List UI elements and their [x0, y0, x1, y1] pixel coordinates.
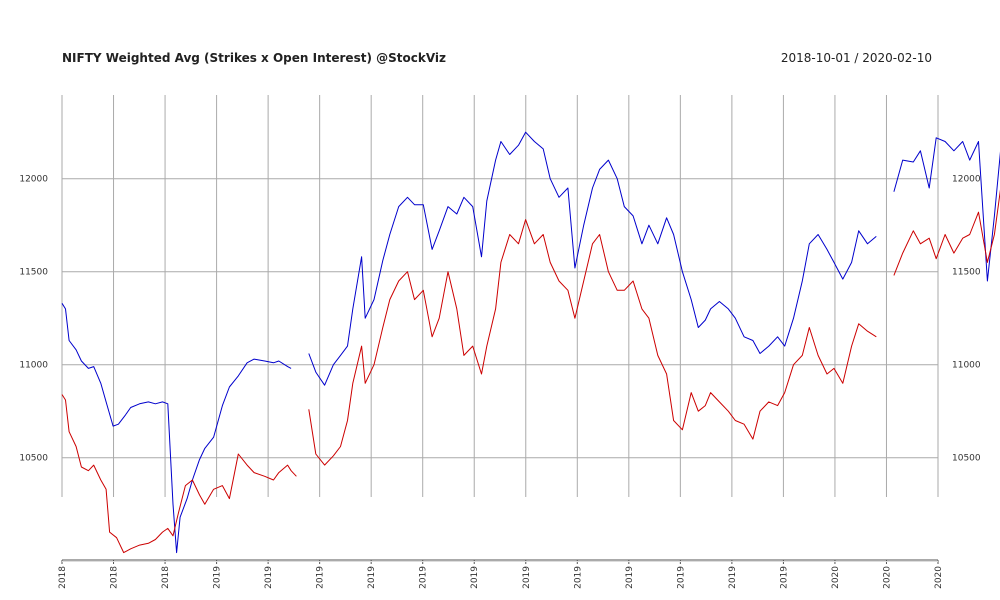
- x-tick-label: 2020: [831, 566, 841, 589]
- x-tick-label: 2018: [161, 566, 171, 589]
- y-tick-label-right: 11000: [952, 361, 981, 371]
- series-1-line-segment-1: [308, 219, 877, 466]
- chart-title: NIFTY Weighted Avg (Strikes x Open Inter…: [62, 51, 446, 65]
- x-tick-label: 2019: [264, 566, 274, 589]
- x-tick-label: 2019: [625, 566, 635, 589]
- x-tick-label: 2020: [882, 566, 892, 589]
- y-tick-label-left: 11500: [19, 268, 48, 278]
- date-range-label: 2018-10-01 / 2020-02-10: [781, 51, 932, 65]
- y-tick-label-left: 12000: [19, 175, 48, 185]
- y-tick-label-left: 10500: [19, 454, 48, 464]
- x-tick-label: 2019: [779, 566, 789, 589]
- x-tick-label: 2019: [728, 566, 738, 589]
- y-axis-ticks: 10500 10500 11000 11000 11500 11500 12000 12000: [19, 175, 981, 464]
- x-tick-label: 2019: [470, 566, 480, 589]
- y-tick-label-right: 10500: [952, 454, 981, 464]
- series-1-line-segment-0: [61, 394, 297, 554]
- series-0-line-segment-0: [61, 303, 292, 554]
- x-tick-label: 2019: [213, 566, 223, 589]
- x-tick-label: 2019: [316, 566, 326, 589]
- x-tick-label: 2019: [573, 566, 583, 589]
- y-tick-label-left: 11000: [19, 361, 48, 371]
- x-tick-label: 2019: [367, 566, 377, 589]
- x-tick-label: 2019: [522, 566, 532, 589]
- x-tick-label: 2019: [676, 566, 686, 589]
- x-tick-label: 2019: [419, 566, 429, 589]
- grid: [61, 95, 939, 497]
- x-tick-label: 2018: [58, 566, 68, 589]
- x-tick-label: 2020: [934, 566, 944, 589]
- series-0-line-segment-1: [308, 131, 877, 386]
- x-axis-ticks: 2018 2018 2018 2019 2019 2019 2019 2019 2019 2019…: [58, 559, 944, 589]
- y-tick-label-right: 12000: [952, 175, 981, 185]
- x-tick-label: 2018: [110, 566, 120, 589]
- series-1-line-segment-2: [893, 189, 1000, 276]
- series-0-line-segment-2: [893, 137, 1000, 282]
- y-tick-label-right: 11500: [952, 268, 981, 278]
- series-group: [61, 131, 1000, 554]
